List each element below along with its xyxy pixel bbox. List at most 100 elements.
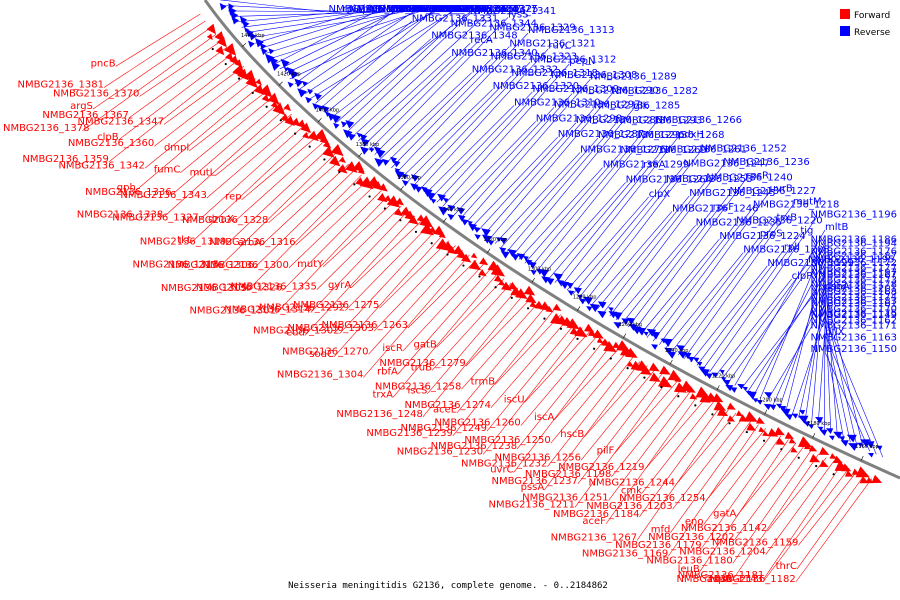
reverse-gene-label[interactable]: uvrB xyxy=(770,184,793,195)
forward-gene-label[interactable]: uvrC xyxy=(490,465,513,476)
reverse-gene-label[interactable]: NMBG2136_1236 xyxy=(723,157,809,168)
reverse-gene-label[interactable]: NMBG2136_1224 xyxy=(719,231,805,242)
reverse-gene-label[interactable]: NMBG2136_1287 xyxy=(558,129,644,140)
reverse-gene-label[interactable]: NMBG2136_1240 xyxy=(706,173,792,184)
forward-gene-label[interactable]: NMBG2136_1198 xyxy=(525,469,611,480)
reverse-gene-label[interactable]: NMBG2136_1320 xyxy=(493,81,579,92)
reverse-gene-label[interactable]: NMBG2136_1330 xyxy=(433,4,519,15)
reverse-gene-label[interactable]: ruvC xyxy=(548,41,571,52)
forward-gene-label[interactable]: NMBG2136_1202 xyxy=(648,532,734,543)
reverse-gene-label[interactable]: NMBG2136_1289 xyxy=(590,71,676,82)
forward-gene-label[interactable]: mutY xyxy=(297,259,324,270)
reverse-gene-label[interactable]: rph xyxy=(358,4,375,15)
reverse-gene-label[interactable]: NMBG2136_1162 xyxy=(811,315,897,326)
reverse-gene-label[interactable]: NMBG2136_1297 xyxy=(554,99,640,110)
reverse-gene-label[interactable]: rplI xyxy=(784,242,800,253)
forward-gene-label[interactable]: mfd xyxy=(651,525,671,536)
forward-gene-label[interactable]: NMBG2136_1328 xyxy=(182,215,268,226)
reverse-gene-label[interactable]: NMBG2136_1227 xyxy=(730,186,816,197)
forward-gene-label[interactable]: fumC xyxy=(154,165,181,176)
forward-gene-label[interactable]: NMBG2136_1343 xyxy=(120,190,206,201)
forward-gene-label[interactable]: NMBG2136_1335 xyxy=(230,282,316,293)
reverse-gene-label[interactable]: NMBG2136_1290 xyxy=(572,85,658,96)
forward-gene-label[interactable]: dnaX xyxy=(208,214,234,225)
reverse-gene-label[interactable]: NMBG2136_1163 xyxy=(811,333,897,344)
forward-gene-label[interactable]: argS xyxy=(70,101,93,112)
reverse-gene-label[interactable]: NMBG2136_1318 xyxy=(511,68,597,79)
reverse-gene-label[interactable]: surE xyxy=(415,4,437,15)
forward-gene-label[interactable]: dmpI xyxy=(164,143,189,154)
reverse-gene-label[interactable]: NMBG2136_1308 xyxy=(551,70,637,81)
reverse-gene-label[interactable]: NMBG2136_1201 xyxy=(811,284,897,295)
reverse-gene-label[interactable]: NMBG2136_1332 xyxy=(472,65,558,76)
reverse-gene-label[interactable]: NMBG2136_1199 xyxy=(767,258,853,269)
reverse-gene-label[interactable]: mutM xyxy=(793,197,822,208)
forward-gene-label[interactable]: edd xyxy=(286,328,305,339)
forward-gene-label[interactable]: NMBG2136_1179 xyxy=(615,540,701,551)
reverse-gene-label[interactable]: NMBG2136_1324 xyxy=(431,4,517,15)
reverse-gene-label[interactable]: NMBG2136_1276 xyxy=(580,144,666,155)
forward-gene-label[interactable]: NMBG2136_1237 xyxy=(491,476,577,487)
forward-gene-label[interactable]: NMBG2136_1249 xyxy=(401,423,487,434)
forward-gene-label[interactable]: NMBG2136_1347 xyxy=(78,116,164,127)
forward-gene-label[interactable]: NMBG2136_1142 xyxy=(681,523,767,534)
reverse-gene-label[interactable]: NMBG2136_1341 xyxy=(470,6,556,17)
reverse-gene-label[interactable]: clpX xyxy=(649,189,671,200)
forward-gene-label[interactable]: tkt xyxy=(177,235,191,246)
reverse-gene-label[interactable]: lysS xyxy=(508,9,528,20)
forward-gene-label[interactable]: NMBG2136_1250 xyxy=(464,435,550,446)
reverse-gene-label[interactable]: trpS xyxy=(470,4,491,15)
reverse-gene-label[interactable]: NMBG2136_1329 xyxy=(489,22,575,33)
reverse-gene-label[interactable]: NMBG2136_1344 xyxy=(451,18,537,29)
forward-gene-label[interactable]: aroA xyxy=(238,237,261,248)
reverse-gene-label[interactable]: NMBG2136_1299 xyxy=(603,160,689,171)
reverse-gene-label[interactable]: NMBG2136_1194 xyxy=(811,238,897,249)
forward-gene-label[interactable]: eno xyxy=(685,517,704,528)
reverse-gene-label[interactable]: NMBG2136_1298 xyxy=(536,113,622,124)
forward-gene-label[interactable]: pilF xyxy=(597,446,615,457)
reverse-gene-label[interactable]: rseA xyxy=(643,159,665,170)
reverse-gene-label[interactable]: NMBG2136_1173 xyxy=(811,275,897,286)
forward-gene-label[interactable]: leuB xyxy=(678,564,700,575)
forward-gene-label[interactable]: NMBG2136_1316 xyxy=(209,237,295,248)
reverse-gene-label[interactable]: NMBG2136_1309 xyxy=(533,84,619,95)
forward-gene-label[interactable]: cmk xyxy=(621,485,642,496)
forward-gene-label[interactable]: rep xyxy=(225,192,241,203)
reverse-gene-label[interactable]: NMBG2136_1269 xyxy=(620,145,706,156)
reverse-gene-label[interactable]: NMBG2136_1340 xyxy=(451,48,537,59)
forward-gene-label[interactable]: NMBG2136_1184 xyxy=(553,509,639,520)
reverse-gene-label[interactable]: glk xyxy=(633,101,648,112)
forward-gene-label[interactable]: NMBG2136_1203 xyxy=(586,501,672,512)
reverse-gene-label[interactable]: NMBG2136_1183 xyxy=(811,296,897,307)
forward-gene-label[interactable]: NMBG2136_1219 xyxy=(558,462,644,473)
reverse-gene-label[interactable]: NMBG2136_1245 xyxy=(689,188,775,199)
forward-gene-label[interactable]: NMBG2136_1303 xyxy=(287,323,373,334)
reverse-gene-label[interactable]: tig xyxy=(800,226,813,237)
forward-gene-label[interactable]: clpB xyxy=(97,132,119,143)
reverse-gene-label[interactable]: NMBG2136_1382 xyxy=(404,4,490,15)
reverse-gene-label[interactable]: NMBG2136_1196 xyxy=(811,209,897,220)
reverse-gene-label[interactable]: NMBG2136_1313 xyxy=(528,25,614,36)
forward-gene-label[interactable]: gatA xyxy=(713,508,736,519)
forward-gene-label[interactable]: NMBG2136_1314 xyxy=(224,305,310,316)
forward-gene-label[interactable]: NMBG2136_1301 xyxy=(189,306,275,317)
reverse-gene-label[interactable]: NMBG2136_1396 xyxy=(328,4,414,15)
reverse-gene-label[interactable]: NMBG2136_1177 xyxy=(811,263,897,274)
forward-gene-label[interactable]: NMBG2136_1181 xyxy=(678,570,764,581)
reverse-gene-label[interactable]: NMBG2136_1390 xyxy=(349,4,435,15)
forward-gene-label[interactable]: NMBG2136_1275 xyxy=(293,300,379,311)
reverse-gene-label[interactable]: NMBG2136_1358 xyxy=(419,4,505,15)
forward-gene-label[interactable]: NMBG2136_1270 xyxy=(282,346,368,357)
forward-gene-label[interactable]: NMBG2136_1370 xyxy=(53,89,139,100)
forward-gene-label[interactable]: iscS xyxy=(407,386,427,397)
reverse-gene-label[interactable]: ispF xyxy=(363,4,383,15)
reverse-gene-label[interactable]: rpiA xyxy=(343,4,363,15)
reverse-gene-label[interactable]: NMBG2136_1312 xyxy=(530,54,616,65)
forward-gene-label[interactable]: iscU xyxy=(504,394,525,405)
forward-gene-label[interactable]: NMBG2136_1244 xyxy=(589,478,675,489)
forward-gene-label[interactable]: NMBG2136_1211 xyxy=(489,499,575,510)
reverse-gene-label[interactable]: NMBG2136_1186 xyxy=(811,234,897,245)
reverse-gene-label[interactable]: NMBG2136_1353 xyxy=(393,4,479,15)
forward-gene-label[interactable]: NMBG2136_1378 xyxy=(3,123,89,134)
reverse-gene-label[interactable]: NMBG2136_1368 xyxy=(375,4,461,15)
